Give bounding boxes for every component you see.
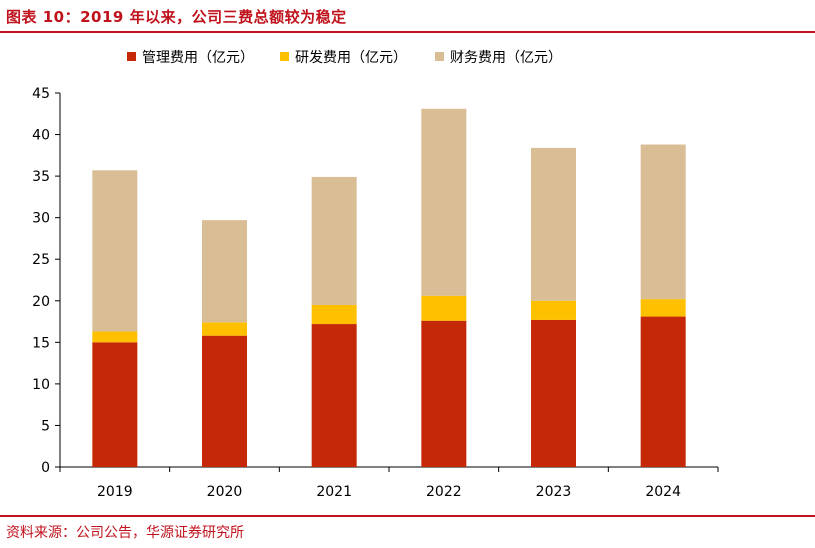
bar-segment-3 (531, 147, 576, 301)
y-axis: 0 5 10 15 20 25 30 35 40 45 (32, 86, 61, 476)
x-axis: 2019 2020 2021 2022 2023 2024 (59, 466, 719, 500)
legend-label: 研发费用（亿元） (295, 50, 407, 66)
x-tick-label: 2020 (207, 484, 243, 500)
x-tick-label: 2023 (536, 484, 572, 500)
bar-segment-2 (92, 331, 138, 343)
bar-segment-1 (202, 335, 247, 467)
legend: 管理费用（亿元） 研发费用（亿元） 财务费用（亿元） (127, 50, 562, 66)
y-tick-label: 25 (32, 252, 50, 268)
x-tick-label: 2024 (645, 484, 681, 500)
y-tick-label: 0 (41, 460, 50, 476)
bar-segment-2 (421, 295, 467, 321)
y-tick-label: 30 (32, 211, 50, 227)
x-tick-label: 2021 (316, 484, 352, 500)
bar-segment-1 (92, 342, 138, 467)
stacked-bar-chart: 管理费用（亿元） 研发费用（亿元） 财务费用（亿元） 0 5 10 15 20 25 30 35 4… (32, 50, 719, 500)
legend-swatch (280, 52, 289, 61)
legend-label: 财务费用（亿元） (450, 50, 562, 66)
bar-segment-3 (92, 170, 138, 332)
legend-swatch (435, 52, 444, 61)
x-tick-label: 2019 (97, 484, 133, 500)
bar-segment-3 (640, 144, 686, 300)
bar-segment-1 (640, 316, 686, 467)
bar-segment-3 (311, 176, 357, 305)
title-divider (0, 31, 815, 33)
chart-title: 图表 10：2019 年以来，公司三费总额较为稳定 (6, 8, 347, 26)
y-tick-label: 45 (32, 86, 50, 102)
bar-segment-2 (640, 299, 686, 317)
y-tick-label: 5 (41, 418, 50, 434)
bar-segment-3 (202, 220, 247, 323)
y-tick-label: 20 (32, 294, 50, 310)
y-tick-label: 10 (32, 377, 50, 393)
legend-label: 管理费用（亿元） (142, 50, 254, 66)
bar-segment-1 (531, 319, 576, 467)
y-tick-label: 40 (32, 128, 50, 144)
bar-segment-2 (531, 300, 576, 320)
bars (92, 108, 686, 467)
source-note: 资料来源：公司公告，华源证券研究所 (6, 525, 244, 541)
footer-divider (0, 515, 815, 517)
bar-segment-2 (311, 304, 357, 325)
y-tick-label: 35 (32, 169, 50, 185)
y-tick-label: 15 (32, 335, 50, 351)
bar-segment-1 (311, 324, 357, 467)
x-tick-label: 2022 (426, 484, 462, 500)
bar-segment-3 (421, 108, 467, 296)
legend-swatch (127, 52, 136, 61)
bar-segment-2 (202, 322, 247, 336)
bar-segment-1 (421, 320, 467, 467)
